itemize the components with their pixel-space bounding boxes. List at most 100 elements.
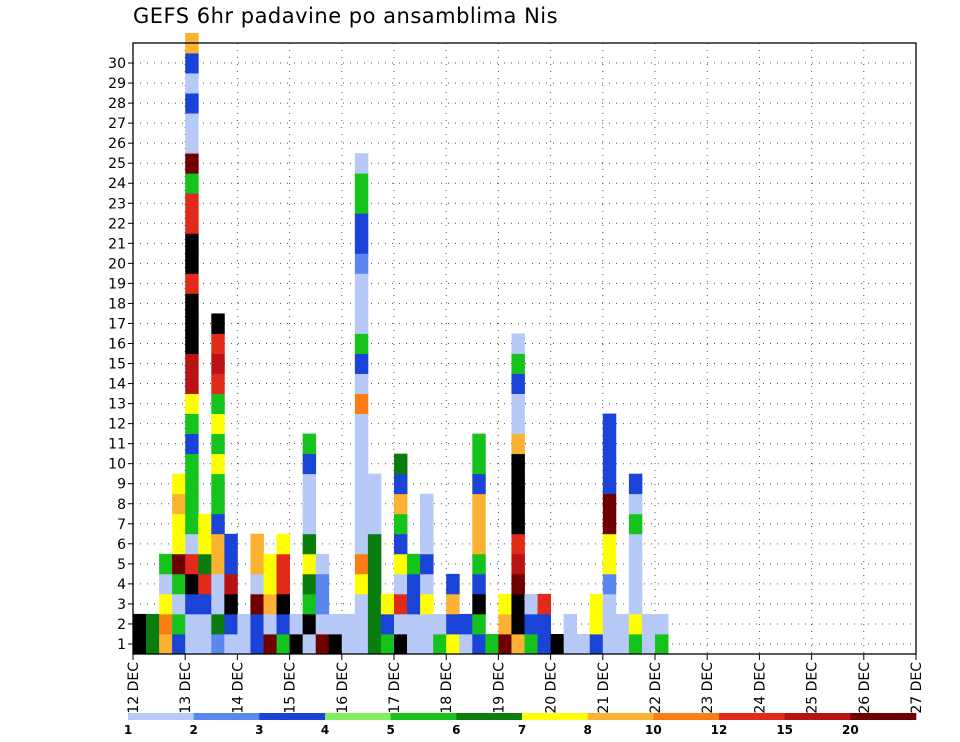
heatmap-cell: [628, 553, 643, 575]
heatmap-cell: [302, 553, 317, 575]
heatmap-cell: [394, 613, 408, 635]
heatmap-cell: [354, 553, 369, 575]
heatmap-cell: [185, 533, 199, 555]
heatmap-cell: [185, 113, 199, 134]
heatmap-cell: [328, 633, 343, 655]
heatmap-cell: [354, 593, 369, 615]
heatmap-cell: [172, 593, 186, 615]
y-tick-label: 11: [108, 437, 126, 453]
heatmap-cell: [380, 633, 395, 655]
heatmap-cell: [602, 453, 617, 475]
y-tick-label: 6: [117, 537, 126, 553]
heatmap-cell: [394, 473, 408, 495]
heatmap-cell: [302, 533, 317, 555]
heatmap-cell: [602, 573, 617, 595]
heatmap-cell: [472, 453, 486, 475]
heatmap-cell: [354, 293, 369, 314]
heatmap-cell: [511, 353, 525, 374]
heatmap-cell: [354, 153, 369, 174]
heatmap-cell: [524, 613, 538, 635]
legend-label: 8: [583, 723, 591, 737]
x-tick-label: 25 DEC: [805, 662, 821, 714]
heatmap-cell: [315, 593, 330, 615]
heatmap-cell: [472, 613, 486, 635]
y-tick-label: 28: [108, 96, 126, 112]
heatmap-cell: [446, 573, 460, 595]
y-tick-label: 16: [108, 336, 126, 352]
heatmap-cell: [354, 453, 369, 475]
heatmap-cell: [159, 613, 173, 635]
heatmap-cell: [394, 573, 408, 595]
legend-swatch: [587, 713, 654, 720]
heatmap-cell: [198, 553, 212, 575]
legend-label: 6: [452, 723, 460, 737]
heatmap-cell: [185, 233, 199, 254]
heatmap-cell: [198, 513, 212, 535]
plot-frame: [132, 42, 917, 655]
x-tick-label: 18 DEC: [439, 662, 455, 714]
heatmap-cell: [198, 593, 212, 615]
heatmap-cell: [354, 313, 369, 334]
heatmap-cell: [172, 553, 186, 575]
heatmap-cell: [250, 613, 264, 635]
heatmap-cell: [354, 393, 369, 415]
heatmap-cell: [276, 613, 290, 635]
heatmap-cell: [185, 553, 199, 575]
heatmap-cell: [511, 553, 525, 575]
heatmap-cell: [211, 373, 225, 394]
heatmap-cell: [198, 613, 212, 635]
heatmap-cell: [185, 613, 199, 635]
heatmap-cell: [185, 173, 199, 194]
heatmap-cell: [602, 633, 617, 655]
y-tick-label: 27: [108, 116, 126, 132]
heatmap-cell: [276, 553, 290, 575]
heatmap-cell: [263, 613, 277, 635]
legend-swatch: [850, 713, 917, 720]
heatmap-cell: [172, 613, 186, 635]
heatmap-cell: [354, 333, 369, 354]
heatmap-cell: [185, 53, 199, 74]
legend-label: 15: [776, 723, 793, 737]
heatmap-cell: [354, 233, 369, 254]
heatmap-cell: [354, 253, 369, 274]
heatmap-cell: [211, 553, 225, 575]
heatmap-cell: [211, 413, 225, 435]
y-tick-label: 23: [108, 196, 126, 212]
heatmap-cell: [146, 613, 160, 635]
heatmap-cell: [185, 193, 199, 214]
legend-label: 2: [189, 723, 197, 737]
x-tick-label: 20 DEC: [544, 662, 560, 714]
heatmap-cell: [498, 613, 512, 635]
heatmap-cell: [655, 633, 669, 655]
heatmap-cell: [211, 493, 225, 515]
heatmap-cell: [407, 633, 421, 655]
heatmap-cell: [185, 593, 199, 615]
legend-label: 12: [711, 723, 728, 737]
heatmap-cell: [315, 553, 330, 575]
heatmap-cell: [354, 573, 369, 595]
heatmap-cell: [289, 633, 304, 655]
heatmap-cell: [328, 613, 343, 635]
heatmap-cell: [511, 393, 525, 415]
heatmap-cell: [394, 493, 408, 515]
heatmap-cell: [172, 493, 186, 515]
heatmap-cell: [185, 513, 199, 535]
x-tick-label: 17 DEC: [387, 662, 403, 714]
heatmap-cell: [420, 533, 434, 555]
heatmap-cell: [211, 453, 225, 475]
heatmap-cell: [407, 573, 421, 595]
heatmap-cell: [472, 513, 486, 535]
heatmap-cell: [185, 473, 199, 495]
x-tick-label: 16 DEC: [335, 662, 351, 714]
y-tick-label: 10: [108, 457, 126, 473]
heatmap-cell: [511, 513, 525, 535]
heatmap-cell: [211, 393, 225, 415]
heatmap-cell: [367, 513, 382, 535]
heatmap-cell: [472, 553, 486, 575]
heatmap-cell: [211, 333, 225, 354]
heatmap-cell: [472, 493, 486, 515]
heatmap-cell: [498, 633, 512, 655]
x-tick-label: 21 DEC: [596, 662, 612, 714]
legend-swatch: [784, 713, 851, 720]
heatmap-cell: [433, 633, 447, 655]
